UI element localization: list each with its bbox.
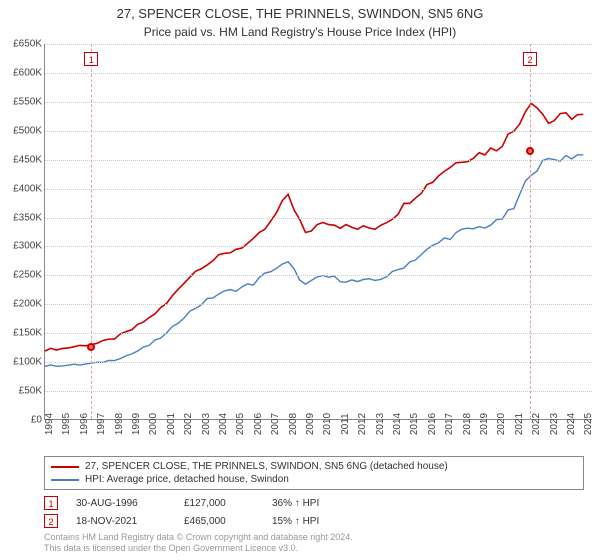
x-axis-label: 2021 xyxy=(514,413,525,435)
y-axis-label: £200K xyxy=(2,299,42,310)
x-axis-label: 2006 xyxy=(253,413,264,435)
gridline xyxy=(45,102,592,103)
gridline xyxy=(45,333,592,334)
legend-box: 27, SPENCER CLOSE, THE PRINNELS, SWINDON… xyxy=(44,456,584,490)
y-axis-label: £100K xyxy=(2,357,42,368)
sale-date: 18-NOV-2021 xyxy=(76,516,166,527)
chart-title: 27, SPENCER CLOSE, THE PRINNELS, SWINDON… xyxy=(0,0,600,23)
x-axis-label: 2009 xyxy=(305,413,316,435)
sale-price: £127,000 xyxy=(184,498,254,509)
y-axis-label: £0 xyxy=(2,415,42,426)
y-axis-label: £300K xyxy=(2,241,42,252)
x-axis-label: 2020 xyxy=(496,413,507,435)
x-axis-label: 2024 xyxy=(566,413,577,435)
marker-box: 2 xyxy=(523,52,537,66)
x-axis-label: 2019 xyxy=(479,413,490,435)
y-axis-label: £400K xyxy=(2,183,42,194)
legend-label: HPI: Average price, detached house, Swin… xyxy=(85,474,289,485)
x-axis-label: 2004 xyxy=(218,413,229,435)
y-axis-label: £650K xyxy=(2,39,42,50)
x-axis-label: 2025 xyxy=(583,413,594,435)
marker-line xyxy=(91,44,92,419)
gridline xyxy=(45,73,592,74)
footnote-line: Contains HM Land Registry data © Crown c… xyxy=(44,532,353,543)
sale-marker-box: 2 xyxy=(44,514,58,528)
footnote-line: This data is licensed under the Open Gov… xyxy=(44,543,353,554)
legend-swatch xyxy=(51,466,79,468)
y-axis-label: £250K xyxy=(2,270,42,281)
marker-point xyxy=(87,343,95,351)
y-axis-label: £600K xyxy=(2,67,42,78)
x-axis-label: 2012 xyxy=(357,413,368,435)
x-axis-label: 1996 xyxy=(79,413,90,435)
x-axis-label: 2010 xyxy=(322,413,333,435)
sale-price: £465,000 xyxy=(184,516,254,527)
sale-date: 30-AUG-1996 xyxy=(76,498,166,509)
x-axis-label: 1999 xyxy=(131,413,142,435)
sale-delta: 36% ↑ HPI xyxy=(272,498,372,509)
plot-area: 12 xyxy=(44,44,592,420)
marker-box: 1 xyxy=(84,52,98,66)
x-axis-label: 2000 xyxy=(148,413,159,435)
y-axis-label: £150K xyxy=(2,328,42,339)
series-line xyxy=(45,103,583,351)
x-axis-label: 2002 xyxy=(183,413,194,435)
x-axis-label: 2003 xyxy=(201,413,212,435)
x-axis-label: 2018 xyxy=(462,413,473,435)
y-axis-label: £350K xyxy=(2,212,42,223)
x-axis-label: 2015 xyxy=(409,413,420,435)
gridline xyxy=(45,304,592,305)
marker-line xyxy=(530,44,531,419)
y-axis-label: £50K xyxy=(2,386,42,397)
gridline xyxy=(45,189,592,190)
legend-row: 27, SPENCER CLOSE, THE PRINNELS, SWINDON… xyxy=(51,460,577,473)
x-axis-label: 2023 xyxy=(549,413,560,435)
gridline xyxy=(45,362,592,363)
x-axis-label: 2014 xyxy=(392,413,403,435)
x-axis-label: 2008 xyxy=(288,413,299,435)
x-axis-label: 2001 xyxy=(166,413,177,435)
footnote: Contains HM Land Registry data © Crown c… xyxy=(44,532,353,555)
x-axis-label: 2011 xyxy=(340,413,351,435)
x-axis-label: 1997 xyxy=(96,413,107,435)
sale-row: 1 30-AUG-1996 £127,000 36% ↑ HPI xyxy=(44,494,372,512)
x-axis-label: 2016 xyxy=(427,413,438,435)
gridline xyxy=(45,391,592,392)
series-line xyxy=(45,155,583,367)
x-axis-label: 2013 xyxy=(375,413,386,435)
y-axis-label: £500K xyxy=(2,125,42,136)
x-axis-label: 1998 xyxy=(114,413,125,435)
x-axis-label: 2005 xyxy=(235,413,246,435)
sale-delta: 15% ↑ HPI xyxy=(272,516,372,527)
x-axis-label: 2017 xyxy=(444,413,455,435)
chart-subtitle: Price paid vs. HM Land Registry's House … xyxy=(0,23,600,39)
legend-row: HPI: Average price, detached house, Swin… xyxy=(51,473,577,486)
legend-swatch xyxy=(51,479,79,481)
marker-point xyxy=(526,147,534,155)
x-axis-label: 2007 xyxy=(270,413,281,435)
y-axis-label: £450K xyxy=(2,154,42,165)
x-axis-label: 1994 xyxy=(44,413,55,435)
gridline xyxy=(45,218,592,219)
sales-table: 1 30-AUG-1996 £127,000 36% ↑ HPI 2 18-NO… xyxy=(44,494,372,530)
gridline xyxy=(45,44,592,45)
gridline xyxy=(45,131,592,132)
sale-row: 2 18-NOV-2021 £465,000 15% ↑ HPI xyxy=(44,512,372,530)
sale-marker-box: 1 xyxy=(44,496,58,510)
x-axis-label: 2022 xyxy=(531,413,542,435)
x-axis-label: 1995 xyxy=(61,413,72,435)
legend-label: 27, SPENCER CLOSE, THE PRINNELS, SWINDON… xyxy=(85,461,448,472)
gridline xyxy=(45,275,592,276)
chart-container: 27, SPENCER CLOSE, THE PRINNELS, SWINDON… xyxy=(0,0,600,560)
gridline xyxy=(45,160,592,161)
y-axis-label: £550K xyxy=(2,96,42,107)
gridline xyxy=(45,246,592,247)
